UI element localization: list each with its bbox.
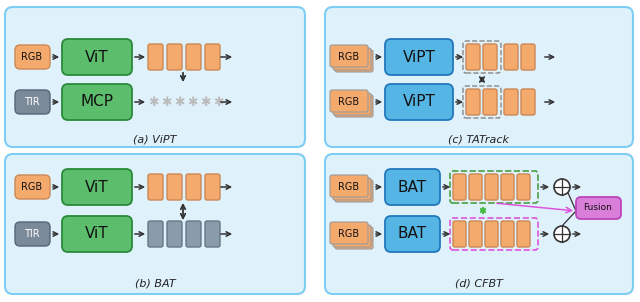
FancyBboxPatch shape [148,174,163,200]
FancyBboxPatch shape [205,174,220,200]
FancyBboxPatch shape [62,84,132,120]
Text: (a) ViPT: (a) ViPT [133,134,177,144]
FancyBboxPatch shape [385,169,440,205]
Text: BAT: BAT [397,179,427,194]
Text: RGB: RGB [21,182,43,192]
Text: ViT: ViT [85,50,109,65]
FancyBboxPatch shape [62,39,132,75]
FancyBboxPatch shape [62,169,132,205]
FancyBboxPatch shape [335,180,373,202]
FancyBboxPatch shape [15,90,50,114]
FancyBboxPatch shape [485,174,498,200]
Text: ViPT: ViPT [403,95,435,110]
FancyBboxPatch shape [483,44,497,70]
Circle shape [554,179,570,195]
FancyBboxPatch shape [330,175,368,197]
FancyBboxPatch shape [186,174,201,200]
FancyBboxPatch shape [504,89,518,115]
Text: ViT: ViT [85,179,109,194]
Text: RGB: RGB [339,97,360,107]
FancyBboxPatch shape [15,222,50,246]
Text: TIR: TIR [24,229,40,239]
FancyBboxPatch shape [325,7,633,147]
Text: ViPT: ViPT [403,50,435,65]
FancyBboxPatch shape [167,174,182,200]
FancyBboxPatch shape [517,174,530,200]
FancyBboxPatch shape [186,44,201,70]
FancyBboxPatch shape [521,44,535,70]
Text: RGB: RGB [21,52,43,62]
FancyBboxPatch shape [325,154,633,294]
FancyBboxPatch shape [167,221,182,247]
FancyBboxPatch shape [485,221,498,247]
Text: ✱: ✱ [187,95,197,108]
FancyBboxPatch shape [15,175,50,199]
FancyBboxPatch shape [62,216,132,252]
FancyBboxPatch shape [333,48,371,70]
Text: (b) BAT: (b) BAT [134,279,175,289]
FancyBboxPatch shape [576,197,621,219]
FancyBboxPatch shape [330,222,368,244]
FancyBboxPatch shape [335,227,373,249]
FancyBboxPatch shape [504,44,518,70]
FancyBboxPatch shape [333,93,371,115]
Circle shape [554,226,570,242]
Text: RGB: RGB [339,229,360,239]
FancyBboxPatch shape [330,90,368,112]
FancyBboxPatch shape [333,225,371,247]
Text: RGB: RGB [339,52,360,62]
Text: ✱: ✱ [200,95,211,108]
FancyBboxPatch shape [483,89,497,115]
FancyBboxPatch shape [205,221,220,247]
FancyBboxPatch shape [385,216,440,252]
Text: MCP: MCP [81,95,113,110]
FancyBboxPatch shape [167,44,182,70]
Text: ✱: ✱ [212,95,223,108]
FancyBboxPatch shape [5,154,305,294]
FancyBboxPatch shape [15,45,50,69]
Text: ✱: ✱ [148,95,158,108]
Text: BAT: BAT [397,226,427,242]
FancyBboxPatch shape [521,89,535,115]
FancyBboxPatch shape [517,221,530,247]
FancyBboxPatch shape [466,44,480,70]
FancyBboxPatch shape [186,221,201,247]
FancyBboxPatch shape [335,50,373,72]
FancyBboxPatch shape [453,221,466,247]
FancyBboxPatch shape [330,45,368,67]
FancyBboxPatch shape [148,44,163,70]
Text: Fusion: Fusion [584,204,612,213]
FancyBboxPatch shape [148,221,163,247]
FancyBboxPatch shape [333,178,371,200]
FancyBboxPatch shape [453,174,466,200]
FancyBboxPatch shape [469,221,482,247]
FancyBboxPatch shape [205,44,220,70]
Text: RGB: RGB [339,182,360,192]
Text: (c) TATrack: (c) TATrack [449,134,509,144]
FancyBboxPatch shape [469,174,482,200]
FancyBboxPatch shape [501,221,514,247]
FancyBboxPatch shape [501,174,514,200]
Text: ✱: ✱ [161,95,172,108]
Text: ✱: ✱ [173,95,184,108]
Text: (d) CFBT: (d) CFBT [455,279,503,289]
FancyBboxPatch shape [385,39,453,75]
FancyBboxPatch shape [385,84,453,120]
Text: ViT: ViT [85,226,109,242]
FancyBboxPatch shape [335,95,373,117]
FancyBboxPatch shape [466,89,480,115]
FancyBboxPatch shape [5,7,305,147]
Text: TIR: TIR [24,97,40,107]
